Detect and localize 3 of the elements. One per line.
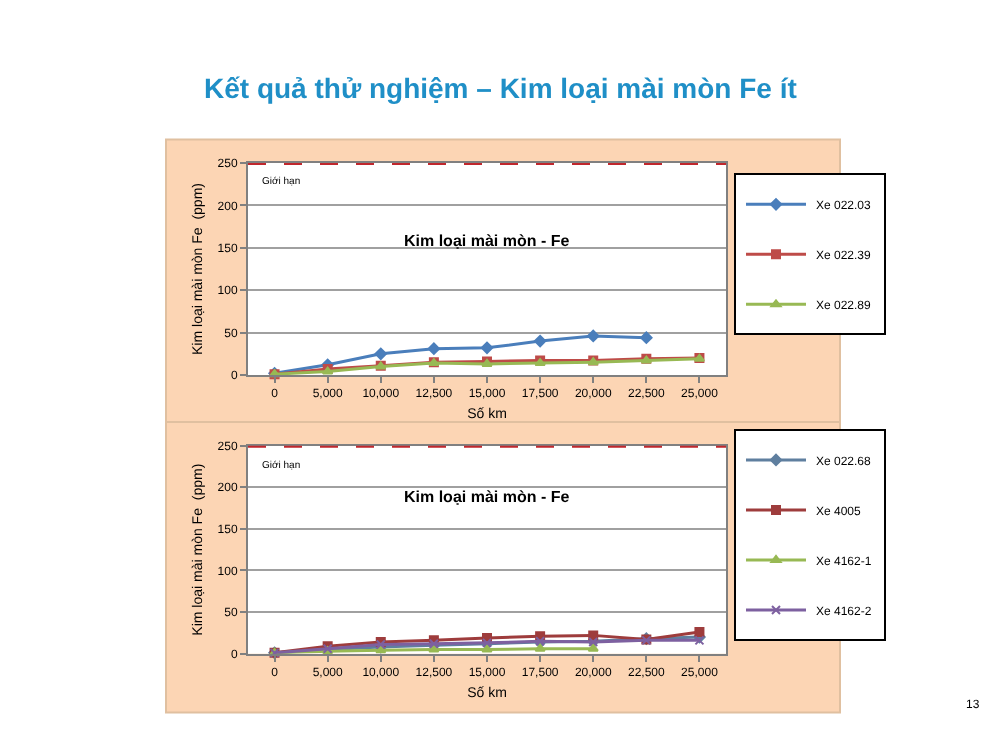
text: Kim loại mài mòn - Fe	[404, 232, 571, 250]
text: Kim loại mài mòn - Fe	[404, 488, 571, 506]
text: Kết quả thử nghiệm – Kim loại mài mòn Fe ít	[204, 72, 798, 104]
